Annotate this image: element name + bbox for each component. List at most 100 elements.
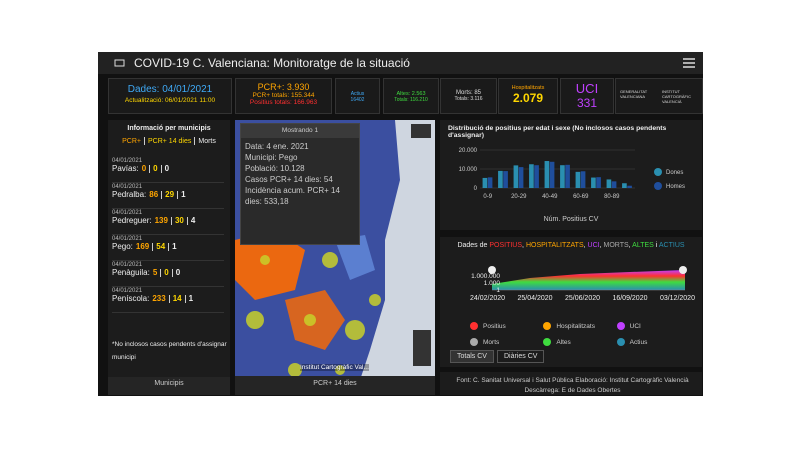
age-chart: 0 10.000 20.000 0-9 20-29 40-49 60-69 80-89 Done… bbox=[459, 148, 685, 200]
item-value: 233 bbox=[152, 294, 166, 303]
item-name: Pedreguer: bbox=[112, 216, 152, 225]
municipis-footer-bar bbox=[108, 377, 230, 395]
item-value: 139 bbox=[154, 216, 168, 225]
municipi-item: 04/01/2021 Pego: 169 54 1 bbox=[112, 236, 224, 261]
item-date: 04/01/2021 bbox=[112, 184, 143, 190]
x-tick-label: 60-69 bbox=[573, 194, 589, 200]
x-label: 25/06/2020 bbox=[564, 295, 601, 302]
bar bbox=[627, 185, 632, 188]
popup-line: Municipi: Pego bbox=[245, 153, 298, 162]
header bbox=[98, 52, 703, 74]
actius-box: Actius 16402 bbox=[335, 78, 380, 114]
tab[interactable]: Diàries CV bbox=[496, 350, 545, 363]
popup-line: Casos PCR+ 14 dies: 54 bbox=[245, 175, 333, 184]
bar bbox=[513, 165, 519, 188]
bar bbox=[606, 179, 612, 188]
legend-item: Positius bbox=[470, 322, 543, 330]
item-date: 04/01/2021 bbox=[112, 288, 143, 294]
logos-box: GENERALITAT VALENCIANA INSTITUT CARTOGRÀ… bbox=[615, 78, 703, 114]
municipis-note: *No inclosos casos pendents d'assignar m… bbox=[112, 341, 227, 361]
item-values: Peníscola: 233 14 1 bbox=[112, 294, 224, 303]
item-values: Pavías: 0 0 0 bbox=[112, 164, 224, 173]
popup-line: Població: 10.128 bbox=[245, 164, 305, 173]
source-text: Font: C. Sanitat Universal i Salut Públi… bbox=[456, 377, 689, 394]
tab[interactable]: Totals CV bbox=[450, 350, 494, 363]
bar bbox=[482, 177, 488, 188]
item-name: Peníscola: bbox=[112, 294, 150, 303]
x-tick-label: 80-89 bbox=[604, 194, 620, 200]
age-footer[interactable]: Núm. Positius CV bbox=[543, 216, 599, 223]
bar bbox=[596, 177, 601, 188]
uci-value: 331 bbox=[576, 96, 598, 110]
data-date: Dades: 04/01/2021 bbox=[127, 84, 213, 95]
separator bbox=[161, 190, 163, 199]
separator bbox=[160, 164, 162, 173]
item-values: Pedreguer: 139 30 4 bbox=[112, 216, 224, 225]
popup: Mostrando 1 Data: 4 ene. 2021 Municipi: P… bbox=[240, 123, 360, 245]
item-value: 54 bbox=[156, 242, 166, 251]
uci-label: UCI bbox=[575, 81, 599, 96]
municipis-panel bbox=[108, 120, 230, 395]
popup-title: Mostrando 1 bbox=[241, 124, 359, 138]
legend-dot bbox=[470, 338, 478, 346]
legend-dot bbox=[543, 322, 552, 330]
pcr: PCR+: 3.930 bbox=[257, 82, 310, 92]
legend-dot bbox=[470, 322, 478, 330]
item-value: 1 bbox=[181, 190, 186, 199]
item-value: 0 bbox=[164, 268, 169, 277]
item-values: Pedralba: 86 29 1 bbox=[112, 190, 224, 199]
altes-box: Altes: 2.563 Totals: 116.210 bbox=[383, 78, 439, 114]
separator bbox=[177, 190, 179, 199]
hosp-box: Hospitalitzats 2.079 bbox=[498, 78, 558, 114]
title-part: , bbox=[628, 242, 633, 249]
separator bbox=[149, 164, 151, 173]
legend-swatch bbox=[654, 182, 662, 190]
morts-box: Morts: 85 Totals: 3.116 bbox=[440, 78, 497, 114]
map-footer[interactable]: PCR+ 14 dies bbox=[313, 380, 357, 387]
legend-item: Actius bbox=[616, 338, 690, 346]
legend-label: Morts bbox=[483, 338, 500, 346]
hosp-label: Hospitalitzats bbox=[511, 85, 545, 91]
item-values: Pego: 169 54 1 bbox=[112, 242, 224, 251]
trend-chart bbox=[488, 266, 687, 291]
bar bbox=[622, 183, 627, 188]
header-title: COVID-19 C. Valenciana: Monitoratge de l… bbox=[134, 56, 410, 70]
title-part: i bbox=[653, 242, 659, 249]
legend-label: Dones bbox=[666, 170, 683, 176]
col: Morts bbox=[198, 137, 216, 145]
trend-title: Dades de POSITIUS, HOSPITALITZATS, UCI, … bbox=[440, 242, 702, 249]
bar bbox=[518, 167, 524, 188]
municipi-item: 04/01/2021 Penàguila: 5 0 0 bbox=[112, 262, 224, 287]
legend-item: Morts bbox=[470, 338, 543, 346]
y-tick-label: 10.000 bbox=[459, 167, 478, 173]
item-name: Pego: bbox=[112, 242, 133, 251]
bar bbox=[565, 164, 570, 188]
municipis-title: Informació per municipis bbox=[127, 125, 211, 132]
map-footer-bar bbox=[235, 376, 435, 395]
item-value: 0 bbox=[153, 164, 158, 173]
bar bbox=[498, 170, 503, 188]
item-value: 5 bbox=[152, 268, 158, 277]
municipi-item: 04/01/2021 Pavías: 0 0 0 bbox=[112, 158, 224, 183]
logo-icon bbox=[114, 59, 125, 67]
morts: Morts: 85 bbox=[455, 90, 481, 96]
legend-label: Hospitalitzats bbox=[556, 322, 595, 330]
item-name: Pedralba: bbox=[112, 190, 147, 199]
title-part: MORTS bbox=[603, 242, 629, 249]
pcr-box: PCR+: 3.930 PCR+ totals: 155.344 Positiu… bbox=[235, 78, 332, 114]
item-value: 0 bbox=[141, 164, 147, 173]
item-value: 1 bbox=[188, 294, 194, 303]
legend-item: Hospitalitzats bbox=[543, 322, 616, 330]
menu-button[interactable] bbox=[683, 57, 695, 69]
municipis-footer[interactable]: Municipis bbox=[154, 380, 184, 387]
separator bbox=[160, 268, 162, 277]
legend-swatch bbox=[654, 168, 662, 176]
bar bbox=[591, 177, 596, 188]
legend-item: Altes bbox=[543, 338, 616, 346]
col: PCR+ bbox=[122, 137, 141, 145]
separator bbox=[184, 294, 186, 303]
item-name: Pavías: bbox=[112, 164, 139, 173]
uci-box: UCI 331 bbox=[560, 78, 614, 114]
positius-totals: Positius totals: 166.963 bbox=[249, 99, 318, 106]
actius-value: 16402 bbox=[350, 97, 365, 103]
